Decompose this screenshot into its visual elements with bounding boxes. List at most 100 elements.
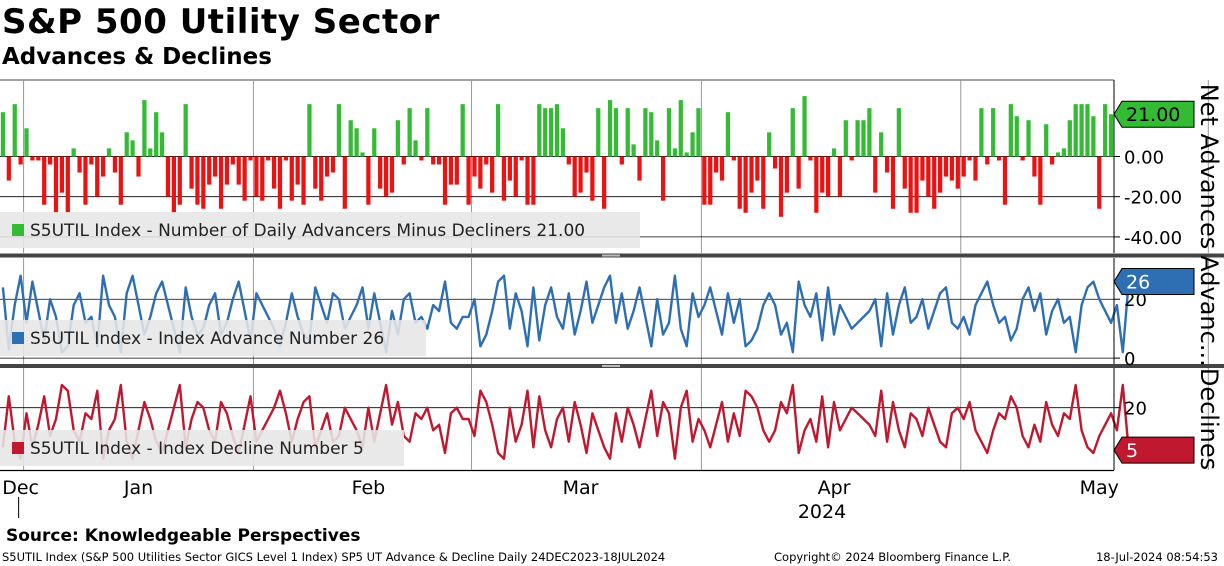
net-advance-bar — [1032, 156, 1037, 177]
net-advance-bar — [0, 112, 6, 157]
net-advance-bar — [130, 140, 135, 157]
net-advance-bar — [454, 156, 459, 185]
net-advance-bar — [478, 156, 483, 189]
net-advance-bar — [914, 156, 919, 213]
net-advance-bar — [436, 156, 442, 165]
y-tick-label: 0 — [1124, 349, 1135, 370]
net-advance-bar — [283, 156, 288, 161]
chart-subtitle: Advances & Declines — [2, 44, 272, 70]
net-advance-bar — [537, 104, 542, 157]
net-advance-bar — [708, 156, 713, 205]
net-advance-bar — [42, 156, 47, 205]
net-advance-bar — [937, 156, 943, 193]
net-advance-bar — [696, 108, 701, 157]
y-tick-label: -40.00 — [1124, 228, 1182, 249]
net-advance-bar — [560, 128, 566, 157]
net-advance-bar — [201, 156, 206, 209]
net-advance-bar — [1108, 114, 1114, 157]
net-advance-bar — [666, 108, 672, 157]
net-advance-bar — [920, 156, 925, 181]
net-advance-bar — [1079, 104, 1084, 157]
net-advance-bar — [484, 156, 489, 165]
net-advance-bar — [1055, 152, 1061, 157]
net-advance-bar — [596, 108, 601, 157]
net-advance-bar — [460, 104, 465, 157]
last-value-tag — [1113, 100, 1195, 128]
net-advance-bar — [148, 148, 153, 157]
net-advance-bar — [165, 156, 171, 197]
net-advance-bar — [242, 156, 247, 201]
net-advance-bar — [867, 108, 872, 157]
net-advance-bar — [254, 156, 259, 197]
net-advance-bar — [236, 156, 241, 185]
net-advance-bar — [814, 156, 819, 213]
last-value-label: 21.00 — [1126, 104, 1180, 126]
legend-label: S5UTIL Index - Index Decline Number 5 — [30, 439, 364, 459]
net-advance-bar — [213, 156, 218, 177]
panel-grip — [602, 254, 620, 257]
net-advance-bar — [543, 108, 548, 157]
net-advance-bar — [106, 148, 112, 157]
net-advance-bar — [1061, 148, 1067, 157]
net-advance-bar — [908, 156, 913, 213]
x-tick-label: Jan — [123, 477, 153, 499]
net-advance-bar — [30, 156, 35, 161]
net-advance-bar — [761, 156, 766, 209]
net-advance-bar — [996, 156, 1002, 161]
net-advance-bar — [248, 156, 253, 161]
net-advance-bar — [1008, 104, 1013, 157]
net-advance-bar — [979, 108, 984, 157]
net-advance-bar — [77, 156, 82, 173]
net-advance-bar — [531, 156, 536, 205]
net-advance-bar — [24, 128, 29, 157]
net-advance-bar — [802, 96, 807, 157]
net-advance-bar — [136, 156, 141, 177]
net-advance-bar — [71, 148, 76, 157]
net-advance-bar — [949, 156, 955, 181]
net-advance-bar — [631, 144, 636, 157]
net-advance-bar — [690, 132, 695, 157]
axis-title: Declines — [1195, 368, 1223, 470]
legend-label: S5UTIL Index - Number of Daily Advancers… — [30, 221, 585, 241]
net-advance-bar — [366, 156, 371, 205]
net-advance-bar — [383, 156, 389, 197]
legend-box — [0, 212, 640, 248]
net-advance-bar — [737, 156, 742, 209]
net-advance-bar — [12, 104, 17, 157]
net-advance-bar — [743, 156, 748, 213]
net-advance-bar — [95, 156, 100, 197]
net-advance-bar — [625, 108, 630, 157]
x-year-label: 2024 — [798, 501, 846, 523]
x-tick-label: Dec — [2, 477, 39, 499]
net-advance-bar — [466, 156, 471, 205]
net-advance-bar — [266, 156, 271, 161]
y-tick-label: 20 — [1124, 399, 1147, 420]
last-value-tag — [1113, 436, 1195, 464]
net-advance-bar — [843, 120, 848, 157]
net-advance-bar — [820, 156, 825, 193]
net-advance-bar — [873, 156, 878, 193]
last-value-tag — [1113, 268, 1195, 296]
net-advance-bar — [831, 148, 837, 157]
net-advance-bar — [1026, 120, 1031, 157]
x-tick-label: Apr — [818, 477, 851, 499]
net-advance-bar — [719, 156, 725, 181]
net-advance-bar — [89, 156, 94, 165]
net-advance-bar — [431, 156, 436, 165]
net-advance-bar — [342, 156, 347, 209]
net-advance-bar — [790, 108, 795, 157]
net-advance-bar — [643, 108, 648, 157]
last-value-label: 26 — [1126, 272, 1150, 294]
net-advance-bar — [378, 156, 383, 189]
footer-copyright: Copyright© 2024 Bloomberg Finance L.P. — [774, 550, 1011, 564]
net-advance-bar — [154, 112, 159, 157]
legend-swatch — [12, 224, 24, 236]
net-advance-bar — [65, 156, 70, 213]
net-advance-bar — [1073, 104, 1078, 157]
net-advance-bar — [513, 156, 518, 197]
net-advance-bar — [772, 156, 778, 169]
net-advance-bar — [413, 140, 418, 157]
net-advance-bar — [118, 156, 123, 205]
net-advance-bar — [1103, 104, 1108, 157]
net-advance-bar — [548, 108, 554, 157]
